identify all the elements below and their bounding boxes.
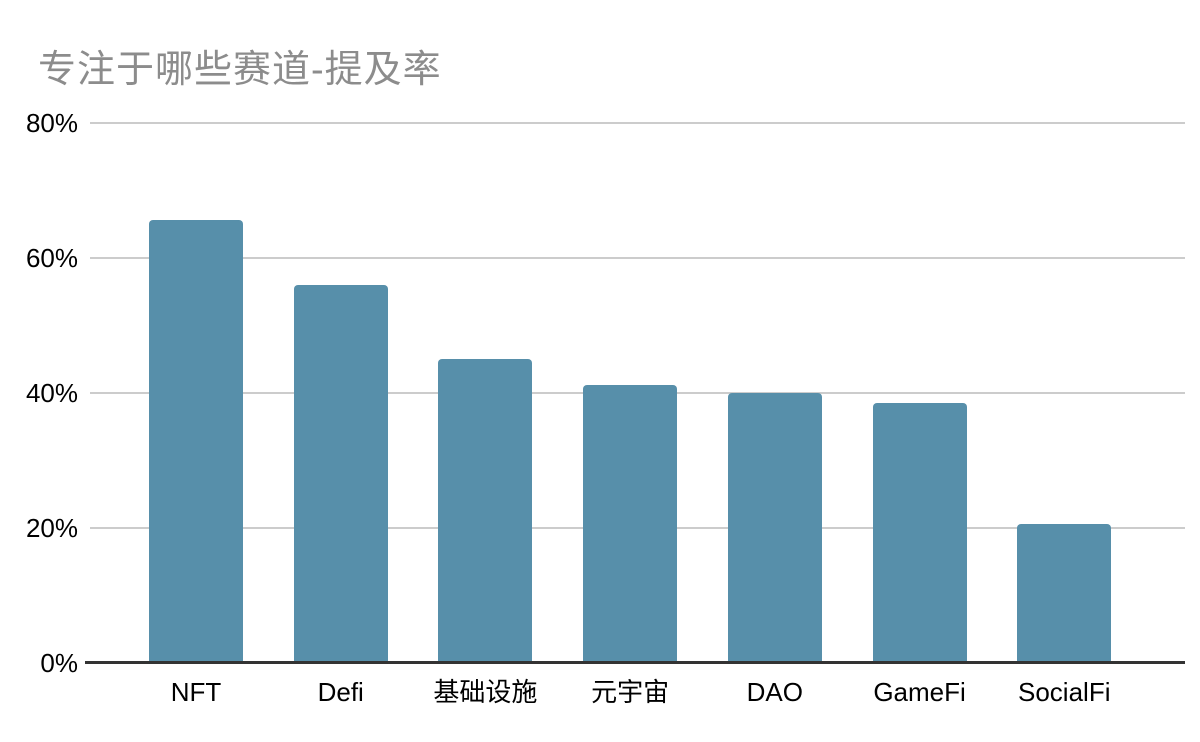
bar-基础设施 bbox=[438, 359, 533, 663]
chart-title: 专注于哪些赛道-提及率 bbox=[38, 49, 442, 91]
y-tick-label: 60% bbox=[25, 243, 78, 273]
gridline-80% bbox=[90, 122, 1185, 124]
x-tick-label-Defi: Defi bbox=[317, 677, 364, 707]
bar-DAO bbox=[727, 393, 822, 663]
bar-元宇宙 bbox=[583, 384, 678, 663]
x-axis-line bbox=[85, 661, 1185, 664]
y-tick-label: 20% bbox=[25, 513, 78, 543]
x-tick-label-NFT: NFT bbox=[170, 677, 222, 707]
y-tick-label: 0% bbox=[40, 648, 78, 678]
y-tick-label: 80% bbox=[25, 108, 78, 138]
y-tick-label: 40% bbox=[25, 378, 78, 408]
gridline-60% bbox=[90, 257, 1185, 259]
bar-Defi bbox=[293, 285, 388, 663]
plot-area bbox=[85, 122, 1185, 664]
x-tick-label-基础设施: 基础设施 bbox=[433, 677, 538, 707]
bar-SocialFi bbox=[1017, 523, 1112, 663]
x-tick-label-SocialFi: SocialFi bbox=[1018, 677, 1111, 707]
bar-NFT bbox=[149, 220, 243, 663]
x-tick-label-GameFi: GameFi bbox=[873, 677, 966, 707]
x-tick-label-DAO: DAO bbox=[746, 677, 803, 707]
x-tick-label-元宇宙: 元宇宙 bbox=[591, 677, 670, 707]
bar-GameFi bbox=[872, 403, 967, 663]
